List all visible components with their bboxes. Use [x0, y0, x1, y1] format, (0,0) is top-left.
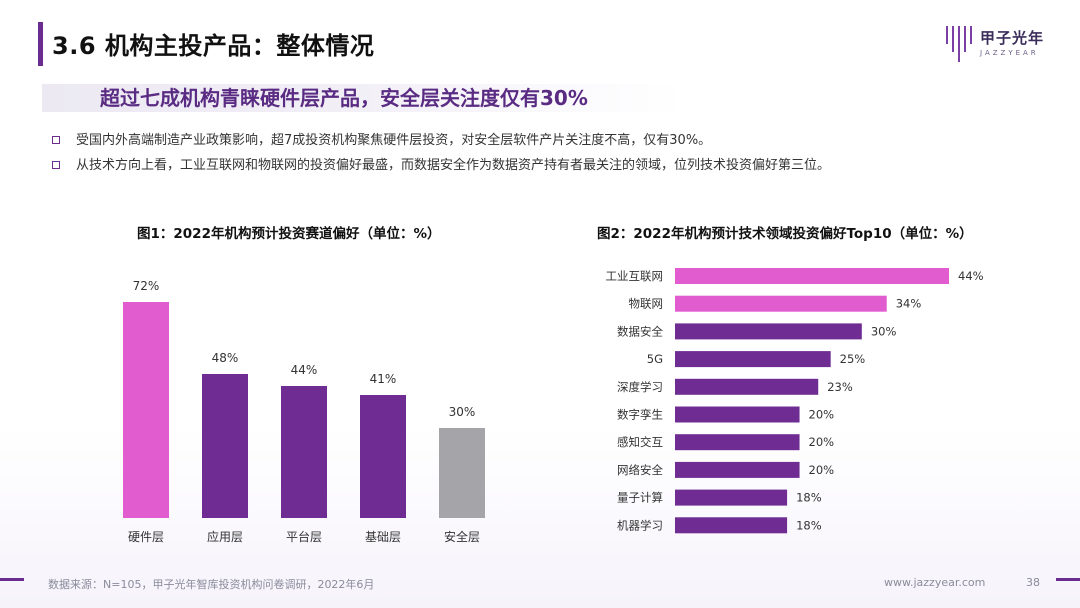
- chart1-bar: [202, 374, 248, 518]
- chart2-category-label: 感知交互: [617, 435, 663, 449]
- footer-accent-right: [1056, 578, 1080, 581]
- brand-logo-subtext: JAZZYEAR: [980, 49, 1039, 57]
- chart1-category-label: 基础层: [365, 530, 401, 544]
- chart1-category-label: 平台层: [286, 529, 322, 544]
- title-accent-bar: [38, 22, 43, 66]
- chart1-vertical-bar-chart: 72% 硬件层 48% 应用层 44% 平台层 41% 基础层 30% 安全层: [123, 279, 485, 544]
- brand-logo-icon: [946, 26, 972, 62]
- chart2-category-label: 机器学习: [617, 518, 663, 532]
- chart1-value-label: 30%: [449, 405, 476, 419]
- chart2-bar: [675, 295, 887, 312]
- website-link[interactable]: www.jazzyear.com: [884, 576, 986, 589]
- chart2-value-label: 34%: [896, 297, 922, 311]
- chart2-value-label: 18%: [796, 518, 822, 532]
- chart2-category-label: 工业互联网: [606, 269, 664, 283]
- chart2-bar: [675, 489, 788, 506]
- slide-subtitle: 超过七成机构青睐硬件层产品，安全层关注度仅有30%: [100, 86, 588, 110]
- chart2-value-label: 44%: [958, 269, 984, 283]
- chart2-value-label: 20%: [809, 463, 835, 477]
- chart1-value-label: 41%: [370, 372, 397, 386]
- data-source-note: 数据来源：N=105，甲子光年智库投资机构问卷调研，2022年6月: [48, 578, 375, 591]
- chart2-title: 图2：2022年机构预计技术领域投资偏好Top10（单位：%）: [597, 226, 973, 242]
- chart2-bar: [675, 517, 788, 534]
- page-title: 3.6 机构主投产品：整体情况: [52, 32, 375, 60]
- chart2-category-label: 量子计算: [617, 491, 663, 505]
- chart2-category-label: 深度学习: [617, 380, 663, 394]
- chart1-title: 图1：2022年机构预计投资赛道偏好（单位：%）: [137, 226, 441, 242]
- chart2-value-label: 20%: [809, 435, 835, 449]
- chart2-value-label: 30%: [871, 324, 897, 338]
- chart2-value-label: 18%: [796, 491, 822, 505]
- chart2-bar: [675, 434, 800, 451]
- chart1-bar: [123, 302, 169, 518]
- chart2-bar: [675, 406, 800, 423]
- chart2-horizontal-bar-chart: 工业互联网 44% 物联网 34% 数据安全 30% 5G 25% 深度学习 23% 数字孪生 20%…: [606, 268, 984, 534]
- brand-logo-text: 甲子光年: [980, 29, 1045, 47]
- bullet-square-icon: [52, 136, 60, 144]
- chart1-value-label: 72%: [133, 279, 160, 293]
- chart1-value-label: 44%: [291, 363, 318, 377]
- bullet-list: 受国内外高端制造产业政策影响，超7成投资机构聚焦硬件层投资，对安全层软件产片关注…: [52, 128, 1052, 178]
- chart2-category-label: 物联网: [629, 297, 664, 311]
- bullet-square-icon: [52, 161, 60, 169]
- chart2-bar: [675, 378, 819, 395]
- bullet-text: 受国内外高端制造产业政策影响，超7成投资机构聚焦硬件层投资，对安全层软件产片关注…: [76, 133, 712, 148]
- chart2-bar: [675, 323, 862, 340]
- bullet-item: 从技术方向上看，工业互联网和物联网的投资偏好最盛，而数据安全作为数据资产持有者最…: [52, 153, 1052, 178]
- chart1-category-label: 应用层: [207, 529, 243, 544]
- subtitle-background: [42, 84, 682, 112]
- chart2-bar: [675, 268, 949, 284]
- chart2-category-label: 数字孪生: [617, 408, 663, 422]
- chart1-value-label: 48%: [212, 351, 239, 365]
- chart2-value-label: 23%: [827, 380, 853, 394]
- chart2-bar: [675, 351, 831, 368]
- chart1-category-label: 硬件层: [128, 530, 164, 544]
- bullet-text: 从技术方向上看，工业互联网和物联网的投资偏好最盛，而数据安全作为数据资产持有者最…: [76, 158, 831, 173]
- chart2-bar: [675, 461, 800, 478]
- chart2-category-label: 网络安全: [617, 463, 663, 477]
- chart1-bar: [281, 386, 327, 518]
- brand-logo: 甲子光年 JAZZYEAR: [944, 22, 1054, 70]
- chart1-category-label: 安全层: [444, 529, 480, 544]
- chart2-category-label: 数据安全: [617, 324, 663, 338]
- chart1-bar: [360, 395, 406, 518]
- page-number: 38: [1026, 576, 1040, 589]
- chart1-bar: [439, 428, 485, 518]
- chart2-category-label: 5G: [647, 352, 663, 366]
- footer-accent-left: [0, 578, 24, 581]
- chart2-value-label: 25%: [840, 352, 866, 366]
- chart2-value-label: 20%: [809, 408, 835, 422]
- bullet-item: 受国内外高端制造产业政策影响，超7成投资机构聚焦硬件层投资，对安全层软件产片关注…: [52, 128, 1052, 153]
